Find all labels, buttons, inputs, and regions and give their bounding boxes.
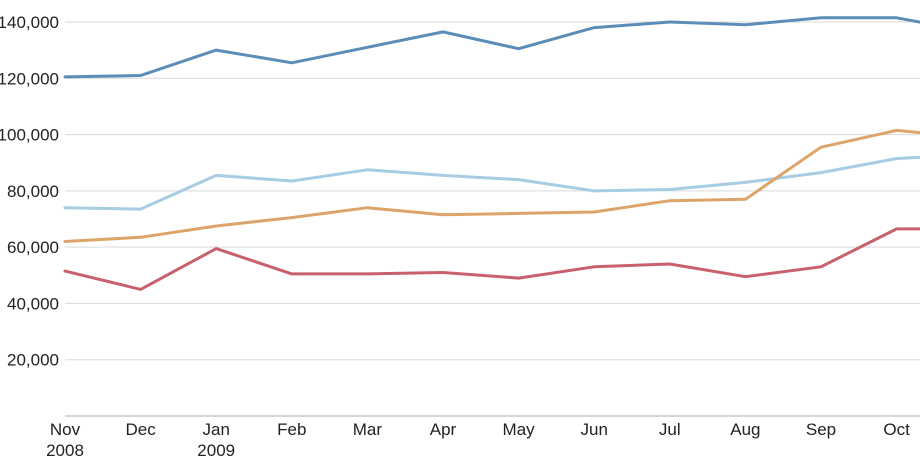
- x-tick-label-month: Feb: [277, 420, 306, 439]
- x-tick-label-month: Oct: [883, 420, 910, 439]
- y-axis: 20,000 40,000 60,000 80,000 100,000 120,000 14…: [0, 13, 59, 370]
- y-tick-label: 100,000: [0, 126, 59, 145]
- x-tick-label-month: May: [503, 420, 536, 439]
- x-tick-label-month: Nov: [50, 420, 81, 439]
- y-tick-label: 140,000: [0, 13, 59, 32]
- x-tick-label-year: 2008: [46, 441, 84, 460]
- x-tick-label-month: Dec: [125, 420, 156, 439]
- x-tick-label-month: Jun: [580, 420, 607, 439]
- series-lines: [63, 16, 920, 291]
- x-tick-label-month: Mar: [353, 420, 383, 439]
- x-tick-label-year: 2009: [197, 441, 235, 460]
- y-tick-label: 80,000: [7, 182, 59, 201]
- y-tick-label: 20,000: [7, 351, 59, 370]
- x-tick-label-month: Jul: [659, 420, 681, 439]
- series-line-2: [63, 155, 920, 211]
- x-tick-label-month: Sep: [806, 420, 836, 439]
- grid-lines: [65, 21, 920, 417]
- y-tick-label: 120,000: [0, 69, 59, 88]
- y-tick-label: 40,000: [7, 294, 59, 313]
- series-line-3: [63, 128, 920, 243]
- y-tick-label: 60,000: [7, 238, 59, 257]
- series-line-4: [63, 227, 920, 291]
- x-tick-label-month: Apr: [430, 420, 457, 439]
- x-axis: Nov 2008 Dec Jan 2009 Feb Mar Apr May Jun Jul Aug Se…: [46, 420, 910, 460]
- x-tick-label-month: Aug: [730, 420, 760, 439]
- series-line-1: [63, 16, 920, 79]
- x-tick-label-month: Jan: [202, 420, 229, 439]
